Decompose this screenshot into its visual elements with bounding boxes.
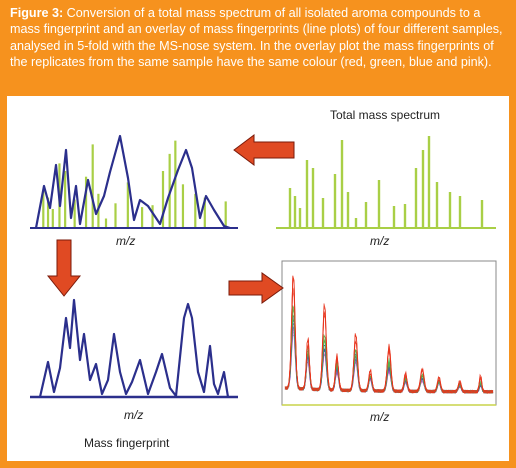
arrow-left-icon (233, 134, 295, 166)
total-spectrum-label: Total mass spectrum (330, 108, 441, 122)
overlay-series-line (284, 275, 494, 394)
caption-text: Conversion of a total mass spectrum of a… (10, 6, 503, 69)
mass-fingerprint-label: Mass fingerprint (84, 436, 170, 450)
mz-label-bottom-left: m/z (124, 408, 144, 422)
fingerprint-line (34, 134, 231, 230)
arrow-down-icon (46, 239, 82, 297)
arrow-right-icon (228, 272, 284, 304)
top-left-fingerprint-line (34, 134, 231, 230)
caption-label: Figure 3: (10, 6, 64, 20)
overlay-fingerprint-lines (284, 275, 494, 394)
mz-label-bottom-right: m/z (370, 410, 390, 424)
fingerprint-line (38, 298, 230, 398)
mass-fingerprint-line (38, 298, 230, 398)
top-left-spectrum-sticks (42, 140, 227, 228)
total-spectrum-sticks (288, 136, 484, 228)
mz-label-top-right: m/z (370, 234, 390, 248)
mz-label-top-left: m/z (116, 234, 136, 248)
overlay-plot-frame (281, 260, 497, 406)
figure-caption: Figure 3: Conversion of a total mass spe… (10, 5, 508, 70)
